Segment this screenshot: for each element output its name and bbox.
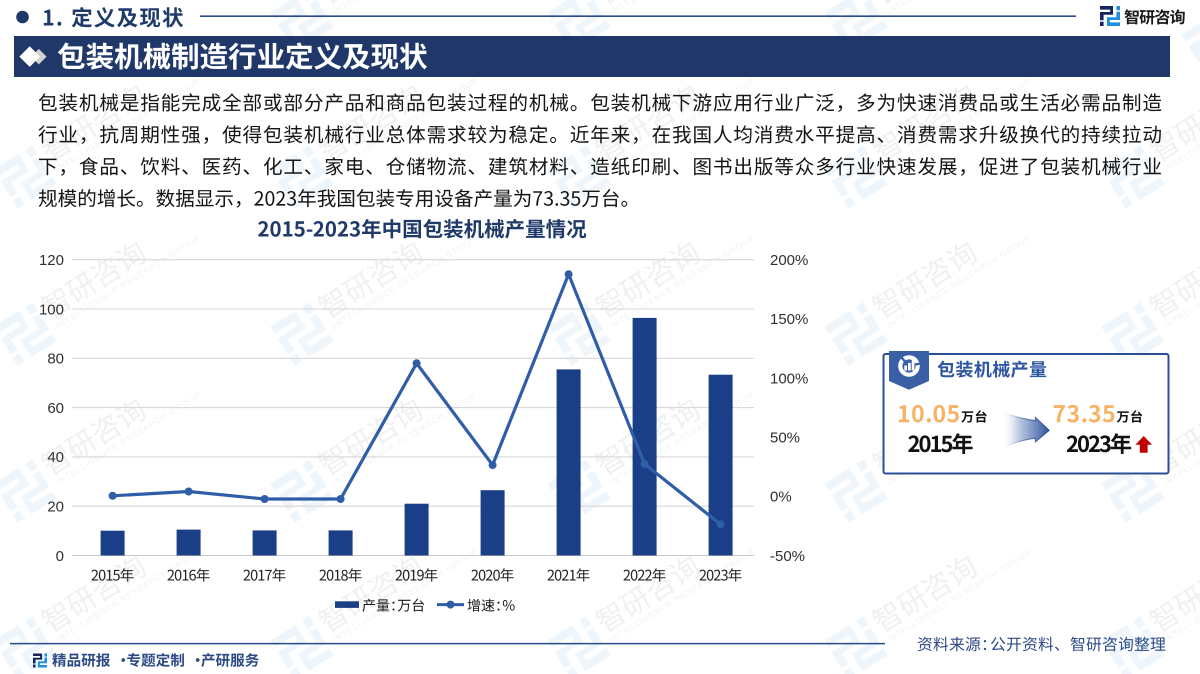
- svg-text:200%: 200%: [770, 252, 808, 269]
- svg-text:100%: 100%: [770, 370, 808, 387]
- svg-text:80: 80: [47, 351, 64, 368]
- svg-text:100: 100: [39, 301, 64, 318]
- svg-text:0: 0: [56, 548, 64, 565]
- svg-text:60: 60: [47, 400, 64, 417]
- svg-text:0%: 0%: [770, 489, 792, 506]
- svg-text:-50%: -50%: [770, 548, 805, 565]
- svg-text:50%: 50%: [770, 430, 800, 447]
- svg-text:120: 120: [39, 252, 64, 269]
- svg-text:20: 20: [47, 499, 64, 516]
- svg-text:150%: 150%: [770, 311, 808, 328]
- svg-text:40: 40: [47, 449, 64, 466]
